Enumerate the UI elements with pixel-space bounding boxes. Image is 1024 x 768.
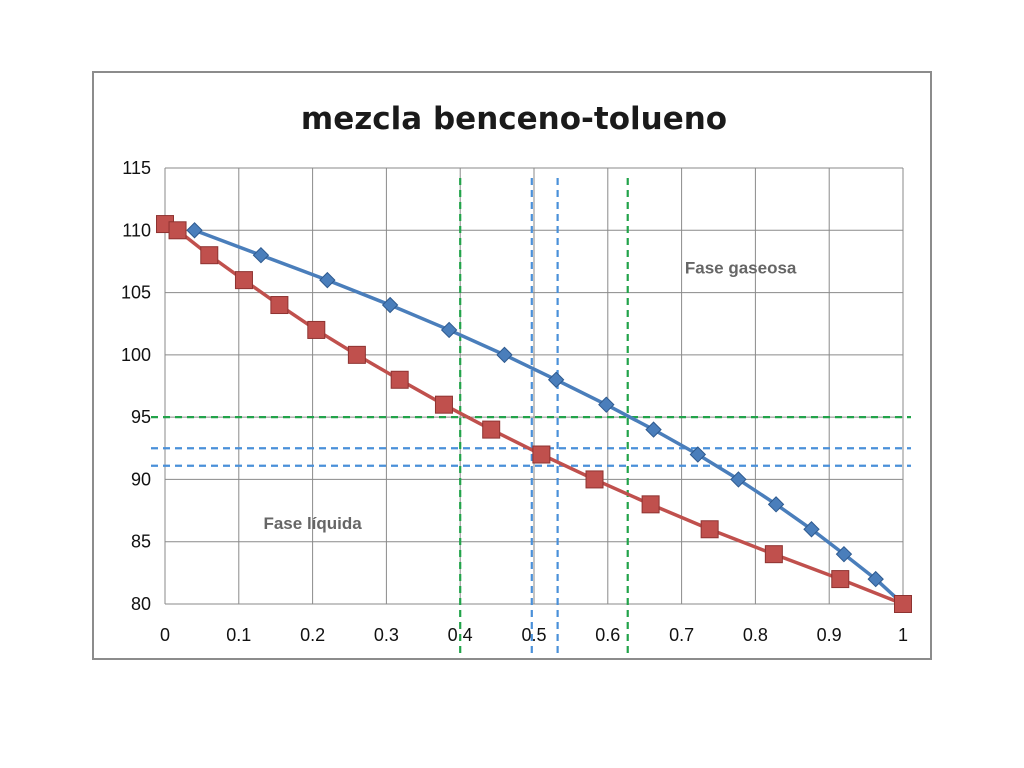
y-axis-ticks: 80 85 90 95 100 105 110 115 (121, 158, 151, 614)
square-marker (894, 595, 912, 613)
square-marker (270, 296, 289, 315)
square-marker (831, 570, 850, 589)
diamond-marker (835, 545, 853, 563)
square-marker (434, 395, 453, 414)
y-tick-label: 90 (131, 469, 151, 489)
chart-title: mezcla benceno-tolueno (301, 101, 727, 137)
y-tick-label: 80 (131, 594, 151, 614)
diamond-marker (319, 271, 336, 289)
diamond-marker (186, 222, 203, 239)
x-tick-label: 0.3 (374, 625, 399, 645)
diamond-marker (598, 396, 615, 413)
square-marker (482, 420, 501, 439)
gas-phase-label: Fase gaseosa (685, 259, 797, 278)
diamond-marker (440, 321, 458, 339)
diamond-marker (381, 296, 399, 314)
y-tick-label: 105 (121, 283, 151, 303)
square-marker (641, 495, 660, 514)
x-tick-label: 0 (160, 625, 170, 645)
annotations: Fase gaseosa Fase líquida (263, 259, 796, 533)
y-tick-label: 115 (122, 158, 151, 178)
diamond-marker (689, 446, 707, 463)
diamond-marker (867, 570, 884, 588)
chart-svg: mezcla benceno-tolueno 80 85 90 95 100 105 110… (121, 101, 912, 658)
square-marker (200, 246, 219, 265)
y-tick-label: 100 (121, 345, 151, 365)
y-tick-label: 85 (131, 532, 151, 552)
x-axis-ticks: 0 0.1 0.2 0.3 0.4 0.5 0.6 0.7 0.8 0.9 1 (160, 625, 908, 645)
series-line (193, 228, 905, 606)
diamond-marker (767, 496, 785, 513)
square-marker (168, 221, 187, 240)
x-tick-label: 0.1 (226, 625, 251, 645)
diamond-marker (547, 371, 565, 388)
reference-lines (151, 178, 911, 658)
liquid-phase-label: Fase líquida (263, 514, 362, 533)
series (156, 215, 912, 613)
diamond-marker (496, 346, 513, 364)
x-tick-label: 0.2 (300, 625, 325, 645)
grid (164, 167, 904, 605)
square-marker (307, 320, 326, 339)
square-marker (347, 345, 366, 364)
y-tick-label: 95 (131, 407, 151, 427)
square-marker (234, 271, 253, 290)
x-tick-label: 0.9 (817, 625, 842, 645)
square-marker (532, 445, 551, 464)
series-1 (186, 222, 912, 613)
series-2 (156, 215, 912, 613)
y-tick-label: 110 (122, 220, 151, 240)
square-marker (585, 470, 604, 489)
square-marker (390, 370, 409, 389)
x-tick-label: 0.5 (521, 625, 546, 645)
square-marker (700, 520, 719, 539)
diamond-marker (730, 471, 747, 488)
x-tick-label: 1 (898, 625, 908, 645)
square-marker (764, 545, 783, 564)
diamond-marker (252, 246, 270, 264)
x-tick-label: 0.7 (669, 625, 694, 645)
chart-frame: mezcla benceno-tolueno 80 85 90 95 100 105 110… (92, 71, 932, 660)
diamond-marker (803, 521, 820, 538)
diamond-marker (645, 421, 662, 438)
x-tick-label: 0.8 (743, 625, 768, 645)
x-tick-label: 0.6 (595, 625, 620, 645)
